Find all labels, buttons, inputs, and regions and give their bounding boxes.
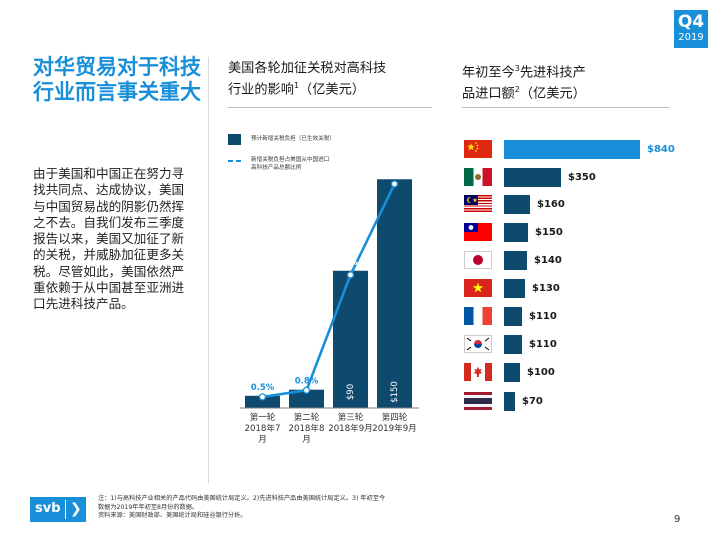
quarter-badge: Q4 2019 bbox=[674, 10, 708, 48]
footnote-ref-1: 1 bbox=[293, 81, 300, 90]
import-value-label: $130 bbox=[532, 283, 560, 294]
imports-title-line1: 年初至今3先进科技产 bbox=[462, 60, 672, 81]
import-value-label: $840 bbox=[647, 144, 675, 155]
footnote-ref-3: 3 bbox=[514, 64, 520, 73]
tariff-title-main: 行业的影响 bbox=[228, 82, 294, 98]
legend-line-label-1: 新增关税负担占美国从中国进口 bbox=[251, 157, 330, 163]
quarter-label: Q4 bbox=[677, 12, 705, 32]
flag-china-icon bbox=[464, 140, 492, 158]
imports-title-line2: 品进口额2（亿美元） bbox=[462, 81, 672, 102]
tariff-category-label: 2019年9月 bbox=[372, 422, 417, 434]
flag-france-icon bbox=[464, 307, 492, 325]
import-bar bbox=[504, 279, 525, 298]
import-value-label: $110 bbox=[529, 339, 557, 350]
tariff-category-label: 第一轮 bbox=[250, 411, 276, 423]
year-label: 2019 bbox=[678, 32, 704, 43]
tariff-share-point bbox=[302, 386, 311, 394]
tariff-title-line2: 行业的影响1（亿美元） bbox=[228, 77, 433, 98]
tariff-chart-title: 美国各轮加征关税对高科技 行业的影响1（亿美元） bbox=[228, 60, 433, 98]
footnote-line-2: 数据为2019年年初至8月份的数据。 bbox=[98, 503, 199, 511]
flag-vietnam-icon bbox=[464, 279, 492, 297]
flag-japan-icon bbox=[464, 251, 492, 269]
svb-logo: svb ❯ bbox=[30, 497, 86, 522]
flag-canada-icon bbox=[464, 363, 492, 381]
tariff-category-label: 第四轮 bbox=[382, 411, 408, 423]
flag-thailand-icon bbox=[464, 392, 492, 410]
import-value-label: $160 bbox=[537, 199, 565, 210]
import-value-label: $110 bbox=[529, 311, 557, 322]
tariff-bar bbox=[245, 395, 280, 408]
section-title: 对华贸易对于科技行业而言事关重大 bbox=[33, 55, 201, 104]
import-value-label: $150 bbox=[535, 227, 563, 238]
tariff-title-unit: （亿美元） bbox=[299, 82, 365, 98]
footnote-line-1: 注：1)与高科技产业相关的产品代码由美国统计局定义。2)先进科技产品由美国统计局… bbox=[98, 495, 386, 502]
footnote-ref-2: 2 bbox=[514, 85, 520, 95]
footnote: 注：1)与高科技产业相关的产品代码由美国统计局定义。2)先进科技产品由美国统计局… bbox=[98, 495, 498, 521]
flag-mexico-icon bbox=[464, 168, 492, 186]
import-bar bbox=[504, 223, 528, 242]
legend-bar-label: 预计新增关税负担（已生效关税） bbox=[251, 136, 335, 142]
tariff-bar bbox=[333, 270, 368, 408]
footnote-line-3: 资料来源：美国财政部、美国统计局和硅谷银行分析。 bbox=[98, 512, 247, 520]
tariff-bar-value-label: $150 bbox=[390, 381, 400, 403]
tariff-bar bbox=[377, 179, 412, 408]
import-bar bbox=[504, 392, 515, 411]
tariff-share-point bbox=[346, 271, 355, 279]
import-bar bbox=[504, 168, 561, 187]
legend-line-label: 新增关税负担占美国从中国进口 高科技产品总额比例 bbox=[251, 156, 381, 172]
imports-title-rest: 先进科技产 bbox=[519, 65, 586, 81]
imports-title-main2: 品进口额 bbox=[462, 86, 515, 102]
svb-logo-text: svb bbox=[35, 501, 61, 516]
section-body: 由于美国和中国正在努力寻找共同点、达成协议，美国与中国贸易战的阴影仍然挥之不去。… bbox=[33, 166, 185, 312]
import-bar bbox=[504, 140, 640, 159]
import-bar bbox=[504, 195, 530, 214]
logo-separator bbox=[65, 500, 66, 519]
tariff-share-point bbox=[258, 393, 267, 401]
legend-line-swatch bbox=[228, 160, 241, 162]
tariff-title-rule bbox=[228, 107, 432, 108]
legend-line-label-2: 高科技产品总额比例 bbox=[251, 165, 302, 171]
import-value-label: $140 bbox=[534, 255, 562, 266]
tariff-bar-value-label: $90 bbox=[346, 384, 356, 400]
tariff-share-label: 0.5% bbox=[251, 383, 275, 393]
import-value-label: $70 bbox=[522, 396, 543, 407]
legend-bar-swatch bbox=[228, 134, 241, 145]
import-bar bbox=[504, 251, 527, 270]
column-divider bbox=[208, 57, 209, 483]
tariff-bar bbox=[289, 389, 324, 408]
imports-chart-title: 年初至今3先进科技产 品进口额2（亿美元） bbox=[462, 60, 672, 103]
import-bar bbox=[504, 335, 522, 354]
import-value-label: $100 bbox=[527, 367, 555, 378]
tariff-share-label: 10.1% bbox=[380, 170, 410, 180]
tariff-share-line bbox=[262, 183, 396, 399]
tariff-category-label: 2018年9月 bbox=[328, 422, 373, 434]
flag-taiwan-icon bbox=[464, 223, 492, 241]
flag-malaysia-icon bbox=[464, 195, 492, 213]
page-number: 9 bbox=[674, 514, 681, 525]
import-value-label: $350 bbox=[568, 172, 596, 183]
tariff-category-label: 月 bbox=[258, 434, 267, 445]
tariff-category-label: 2018年8 bbox=[289, 422, 325, 434]
imports-title-main: 年初至今 bbox=[462, 65, 515, 81]
tariff-category-label: 第三轮 bbox=[338, 411, 364, 423]
tariff-share-label: 6.0% bbox=[339, 261, 363, 271]
tariff-title-line1: 美国各轮加征关税对高科技 bbox=[228, 61, 387, 76]
flag-korea-icon bbox=[464, 335, 492, 353]
imports-title-unit: （亿美元） bbox=[519, 86, 586, 102]
import-bar bbox=[504, 307, 522, 326]
chevron-right-icon: ❯ bbox=[70, 501, 82, 517]
tariff-share-label: 0.8% bbox=[295, 376, 319, 386]
tariff-category-label: 月 bbox=[302, 434, 311, 445]
import-bar bbox=[504, 363, 520, 382]
tariff-category-label: 第二轮 bbox=[294, 411, 320, 423]
tariff-category-label: 2018年7 bbox=[245, 422, 281, 434]
tariff-share-point bbox=[390, 180, 399, 188]
imports-title-rule bbox=[462, 107, 670, 108]
